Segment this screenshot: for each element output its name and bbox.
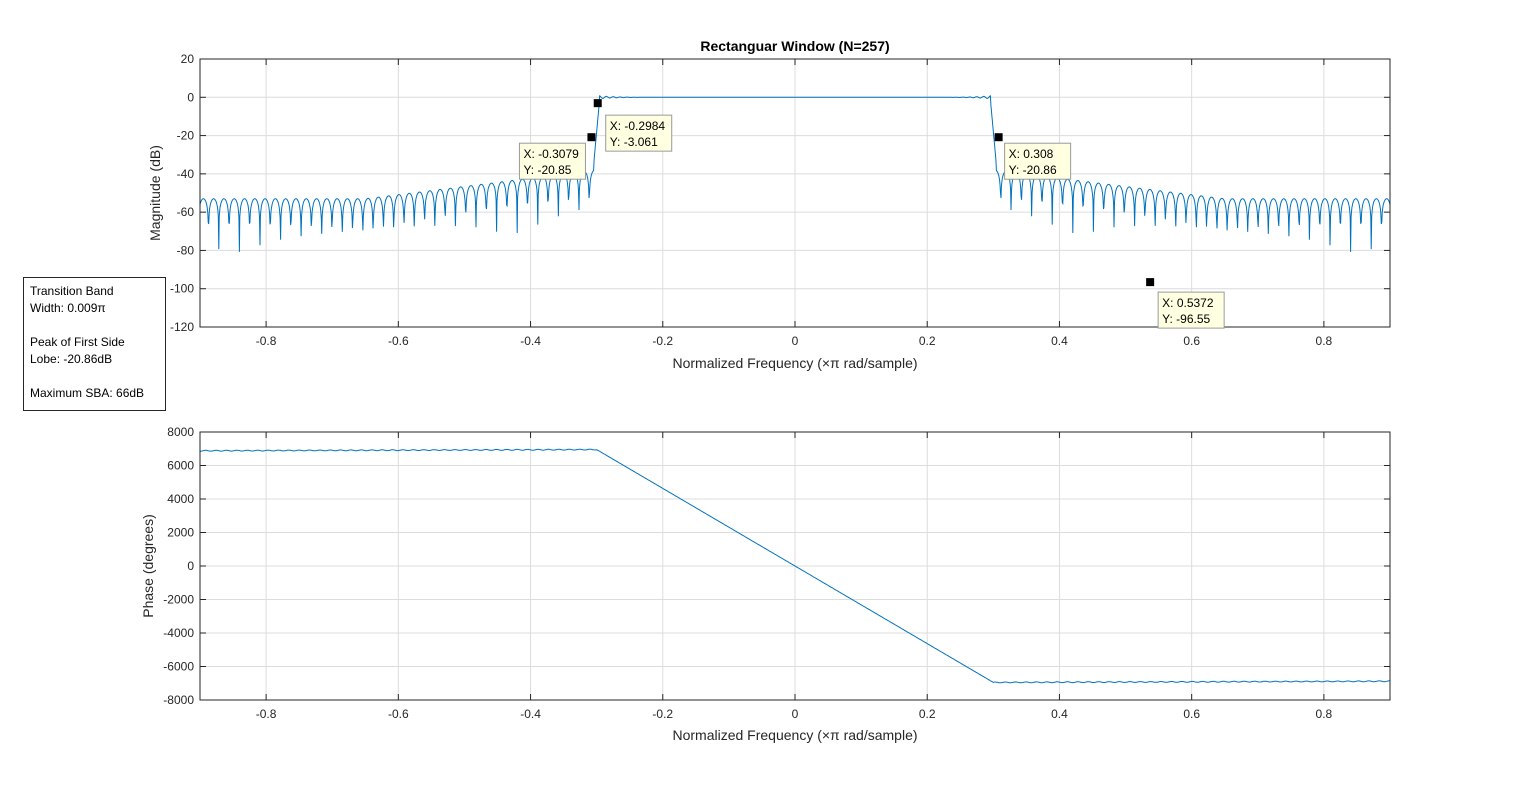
x-tick-label: 0.6 bbox=[1183, 334, 1200, 348]
y-tick-label: -40 bbox=[177, 167, 195, 181]
phase-xlabel: Normalized Frequency (×π rad/sample) bbox=[672, 727, 917, 743]
x-tick-label: 0.2 bbox=[919, 707, 936, 721]
datatip-box[interactable] bbox=[518, 142, 586, 180]
datatip-box[interactable] bbox=[1004, 142, 1072, 180]
x-tick-label: -0.4 bbox=[520, 707, 541, 721]
datatip-marker[interactable] bbox=[587, 133, 596, 142]
y-tick-label: 20 bbox=[181, 52, 195, 66]
x-tick-label: -0.8 bbox=[256, 334, 277, 348]
magnitude-xlabel: Normalized Frequency (×π rad/sample) bbox=[672, 355, 917, 371]
annotation-line: Transition Band bbox=[30, 284, 114, 298]
x-tick-label: 0.2 bbox=[919, 334, 936, 348]
x-tick-label: 0.8 bbox=[1316, 334, 1333, 348]
phase-line bbox=[200, 448, 1390, 684]
y-tick-label: 2000 bbox=[167, 526, 194, 540]
y-tick-label: 0 bbox=[187, 90, 194, 104]
datatip-box[interactable] bbox=[1157, 291, 1225, 329]
annotation-line: Width: 0.009π bbox=[30, 301, 106, 315]
x-tick-label: 0.4 bbox=[1051, 707, 1068, 721]
magnitude-line bbox=[199, 95, 1391, 252]
y-tick-label: 4000 bbox=[167, 492, 194, 506]
y-tick-label: -80 bbox=[177, 243, 195, 257]
x-tick-label: 0.8 bbox=[1316, 707, 1333, 721]
magnitude-ylabel: Magnitude (dB) bbox=[147, 145, 163, 241]
x-tick-label: -0.4 bbox=[520, 334, 541, 348]
magnitude-axes[interactable]: -0.8 -0.6 -0.4 -0.2 0 0.2 0.4 0.6 0.8 20 0 -20 -40 -6… bbox=[147, 52, 1391, 371]
y-tick-label: -60 bbox=[177, 205, 195, 219]
annotation-line: Maximum SBA: 66dB bbox=[30, 386, 145, 400]
x-tick-label: 0.6 bbox=[1183, 707, 1200, 721]
phase-ylabel: Phase (degrees) bbox=[140, 514, 156, 618]
x-tick-label: -0.2 bbox=[652, 707, 673, 721]
datatip-x-label: X: -0.2984 bbox=[610, 119, 666, 133]
datatip-y-label: Y: -20.85 bbox=[523, 163, 571, 177]
x-tick-label: -0.6 bbox=[388, 334, 409, 348]
y-tick-label: -100 bbox=[170, 282, 194, 296]
datatip-box[interactable] bbox=[605, 114, 673, 152]
y-tick-label: 0 bbox=[187, 559, 194, 573]
datatip-marker[interactable] bbox=[593, 99, 602, 108]
phase-axes[interactable]: -0.8 -0.6 -0.4 -0.2 0 0.2 0.4 0.6 0.8 8000 6000 400… bbox=[140, 425, 1391, 743]
datatip-x-label: X: 0.308 bbox=[1009, 147, 1054, 161]
x-tick-label: 0 bbox=[792, 707, 799, 721]
y-tick-label: -6000 bbox=[163, 660, 194, 674]
datatip-x-label: X: 0.5372 bbox=[1162, 296, 1214, 310]
datatip-marker[interactable] bbox=[1146, 278, 1155, 287]
annotation-box[interactable]: Transition Band Width: 0.009π Peak of Fi… bbox=[23, 277, 166, 411]
y-tick-label: -120 bbox=[170, 320, 194, 334]
x-tick-label: -0.6 bbox=[388, 707, 409, 721]
datatip-x-label: X: -0.3079 bbox=[523, 147, 579, 161]
figure-title: Rectanguar Window (N=257) bbox=[700, 38, 889, 54]
x-tick-label: -0.2 bbox=[652, 334, 673, 348]
y-tick-label: -20 bbox=[177, 129, 195, 143]
annotation-line: Peak of First Side bbox=[30, 335, 125, 349]
y-tick-label: -2000 bbox=[163, 593, 194, 607]
y-tick-label: 8000 bbox=[167, 425, 194, 439]
annotation-line: Lobe: -20.86dB bbox=[30, 352, 113, 366]
y-tick-label: -4000 bbox=[163, 626, 194, 640]
x-tick-label: 0 bbox=[792, 334, 799, 348]
datatip-y-label: Y: -3.061 bbox=[610, 135, 658, 149]
y-tick-label: 6000 bbox=[167, 459, 194, 473]
x-tick-label: 0.4 bbox=[1051, 334, 1068, 348]
datatip-y-label: Y: -96.55 bbox=[1162, 312, 1210, 326]
datatip-marker[interactable] bbox=[994, 133, 1003, 142]
x-tick-label: -0.8 bbox=[256, 707, 277, 721]
y-tick-label: -8000 bbox=[163, 693, 194, 707]
datatip-y-label: Y: -20.86 bbox=[1009, 163, 1057, 177]
